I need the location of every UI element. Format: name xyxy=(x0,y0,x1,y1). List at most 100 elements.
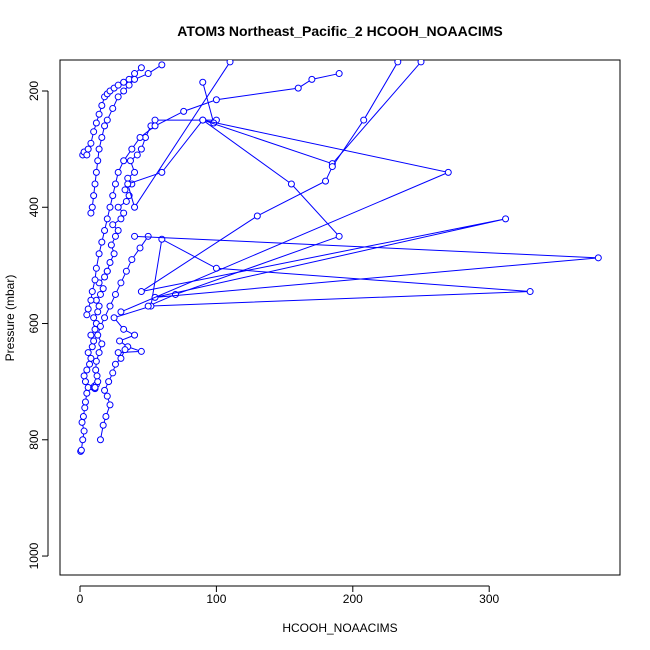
data-point xyxy=(95,145,103,153)
data-point xyxy=(88,343,96,351)
data-point xyxy=(109,369,117,377)
y-tick-label: 600 xyxy=(27,313,41,333)
data-point xyxy=(144,302,152,310)
data-point xyxy=(120,325,128,333)
data-point xyxy=(98,102,106,110)
data-point xyxy=(103,116,111,124)
data-point xyxy=(99,421,107,429)
data-point xyxy=(226,60,234,66)
data-point xyxy=(253,212,261,220)
data-point xyxy=(90,128,98,136)
x-tick-label: 300 xyxy=(479,592,499,606)
y-tick-label: 400 xyxy=(27,197,41,217)
data-point xyxy=(81,398,89,406)
data-point xyxy=(77,446,85,454)
data-point xyxy=(117,308,125,316)
data-point xyxy=(133,151,141,159)
series-line xyxy=(113,61,531,354)
data-point xyxy=(151,116,159,124)
y-axis: 200 400 600 800 1000 xyxy=(27,81,49,569)
data-point xyxy=(90,192,98,200)
data-layer xyxy=(77,60,602,455)
data-point xyxy=(87,296,95,304)
data-point xyxy=(99,285,107,293)
data-point xyxy=(131,232,139,240)
data-point xyxy=(103,392,111,400)
data-point xyxy=(92,366,100,374)
data-point xyxy=(107,241,115,249)
chart-title: ATOM3 Northeast_Pacific_2 HCOOH_NOAACIMS xyxy=(177,23,502,39)
data-point xyxy=(101,273,109,281)
data-point xyxy=(79,413,87,421)
series-line xyxy=(106,82,218,272)
data-point xyxy=(137,288,145,296)
data-point xyxy=(328,163,336,171)
data-point xyxy=(103,267,111,275)
x-tick-label: 100 xyxy=(206,592,226,606)
data-point xyxy=(114,93,122,101)
data-point xyxy=(102,413,110,421)
data-point xyxy=(106,258,114,266)
data-point xyxy=(158,168,166,176)
data-point xyxy=(106,203,114,211)
data-point xyxy=(114,81,122,89)
data-point xyxy=(526,288,534,296)
data-point xyxy=(131,203,139,211)
data-point xyxy=(131,70,139,78)
data-point xyxy=(136,244,144,252)
data-point xyxy=(83,366,91,374)
x-axis: 0 100 200 300 xyxy=(77,585,500,606)
x-axis-label: HCOOH_NOAACIMS xyxy=(282,621,397,635)
data-point xyxy=(502,215,510,223)
y-tick-label: 1000 xyxy=(27,542,41,569)
data-point xyxy=(212,96,220,104)
data-point xyxy=(144,232,152,240)
data-point xyxy=(144,70,152,78)
data-point xyxy=(199,78,207,86)
data-point xyxy=(98,134,106,142)
data-point xyxy=(92,264,100,272)
data-point xyxy=(335,232,343,240)
data-point xyxy=(308,75,316,83)
y-tick-label: 200 xyxy=(27,81,41,101)
data-point xyxy=(136,134,144,142)
data-point xyxy=(137,347,145,355)
data-point xyxy=(120,78,128,86)
data-point xyxy=(111,232,119,240)
data-point xyxy=(125,81,133,89)
data-point xyxy=(444,168,452,176)
data-point xyxy=(95,250,103,258)
y-tick-label: 800 xyxy=(27,429,41,449)
data-point xyxy=(124,174,132,182)
data-point xyxy=(101,314,109,322)
data-point xyxy=(137,64,145,72)
data-point xyxy=(83,311,91,319)
data-point xyxy=(122,267,130,275)
data-point xyxy=(91,276,99,284)
data-point xyxy=(394,60,402,66)
data-point xyxy=(105,378,113,386)
data-point xyxy=(98,340,106,348)
data-point xyxy=(80,372,88,380)
data-point xyxy=(121,346,129,354)
data-point xyxy=(81,404,89,412)
data-point xyxy=(92,168,100,176)
data-point xyxy=(91,180,99,188)
data-point xyxy=(84,305,92,313)
data-point xyxy=(93,372,101,380)
data-point xyxy=(360,116,368,124)
data-point xyxy=(121,186,129,194)
data-point xyxy=(128,256,136,264)
data-point xyxy=(83,389,91,397)
data-point xyxy=(114,349,122,357)
data-point xyxy=(95,349,103,357)
data-point xyxy=(88,203,96,211)
data-point xyxy=(117,215,125,223)
data-point xyxy=(103,215,111,223)
data-point xyxy=(120,87,128,95)
data-point xyxy=(92,119,100,127)
data-point xyxy=(131,331,139,339)
data-point xyxy=(95,302,103,310)
x-tick-label: 0 xyxy=(77,592,84,606)
data-point xyxy=(98,238,106,246)
